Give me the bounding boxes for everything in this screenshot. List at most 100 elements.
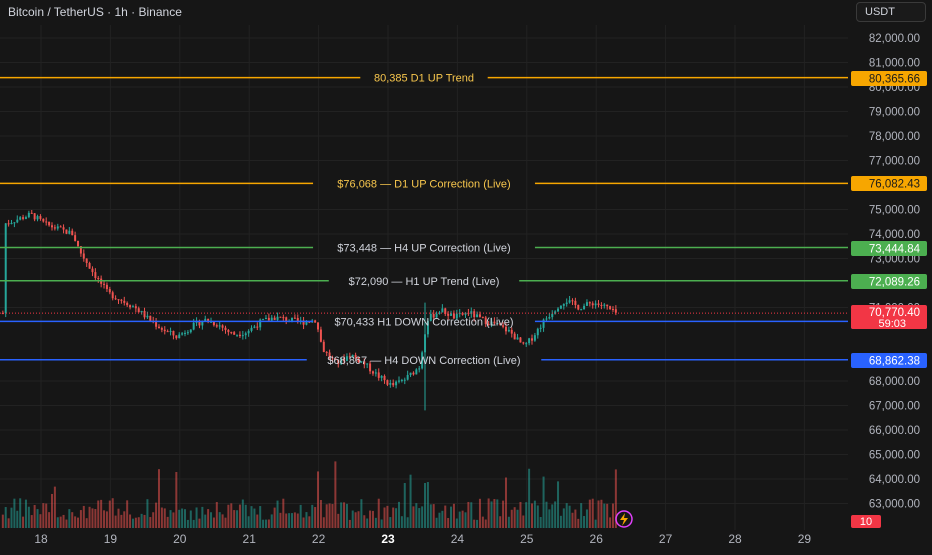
candle-body	[496, 323, 499, 325]
volume-bar	[403, 483, 406, 528]
volume-bar	[105, 511, 108, 528]
volume-bar	[163, 508, 166, 528]
current-price-badge	[851, 305, 927, 329]
volume-bar	[82, 505, 85, 528]
level-badge-text: 68,862.38	[869, 356, 920, 368]
volume-bar	[195, 507, 198, 528]
candle-body	[7, 223, 10, 225]
candle-body	[184, 332, 187, 334]
level-label: 80,385 D1 UP Trend	[374, 73, 474, 85]
candle-body	[276, 316, 279, 320]
price-tick: 66,000.00	[869, 425, 920, 437]
time-axis[interactable]: 18 19 20 21 22 23 24 25 26 27 28 29	[34, 532, 811, 546]
volume-bar	[305, 512, 308, 528]
volume-bar	[276, 500, 279, 528]
volume-bar	[487, 498, 490, 528]
candle-body	[129, 305, 132, 308]
candle-body	[212, 321, 215, 326]
candle-body	[395, 381, 398, 386]
candle-body	[331, 357, 334, 359]
volume-bar	[528, 468, 531, 528]
volume-bar	[337, 513, 340, 528]
volume-bar	[178, 509, 181, 528]
candle-body	[210, 321, 213, 323]
volume-bar	[279, 512, 282, 528]
volume-bar	[244, 504, 247, 528]
volume-bar	[536, 505, 539, 528]
currency-button[interactable]: USDT	[856, 2, 926, 22]
time-tick: 27	[659, 532, 673, 546]
candle-body	[314, 320, 317, 323]
volume-bar	[490, 501, 493, 528]
candle-body	[415, 369, 418, 375]
candle-body	[282, 317, 285, 319]
volume-bar	[400, 516, 403, 528]
volume-bar	[455, 518, 458, 528]
volume-bar	[114, 515, 117, 528]
volume-bar	[22, 516, 25, 528]
volume-bar	[357, 511, 360, 528]
volume-bar	[360, 499, 363, 528]
candle-body	[221, 325, 224, 328]
candle-body	[426, 320, 429, 335]
candle-body	[296, 318, 299, 322]
candle-body	[149, 315, 152, 322]
candle-body	[264, 317, 267, 320]
price-axis[interactable]: 82,000.0081,000.0080,000.0079,000.0078,0…	[869, 33, 920, 511]
volume-bar	[308, 516, 311, 528]
candle-body	[334, 358, 337, 360]
candle-body	[444, 308, 447, 314]
candle-body	[88, 263, 91, 269]
candle-body	[580, 309, 583, 311]
volume-bar	[406, 517, 409, 528]
volume-bar	[175, 472, 178, 528]
candle-body	[198, 321, 201, 326]
volume-bar	[484, 519, 487, 528]
candle-body	[409, 372, 412, 375]
volume-bar	[366, 518, 369, 528]
volume-bar	[389, 517, 392, 528]
candle-body	[374, 372, 377, 374]
candle-body	[74, 235, 77, 241]
volume-bar	[218, 512, 221, 528]
volume-bar	[594, 519, 597, 528]
volume-bar	[371, 510, 374, 528]
volume-bar	[33, 505, 36, 528]
volume-bar	[415, 503, 418, 528]
candle-body	[285, 317, 288, 322]
symbol-title[interactable]: Bitcoin / TetherUS · 1h · Binance	[8, 5, 182, 19]
volume-bar	[117, 508, 120, 528]
volume-bar	[94, 509, 97, 528]
volume-bar	[299, 504, 302, 528]
candle-body	[513, 333, 516, 340]
volume-bar	[380, 519, 383, 528]
candle-body	[273, 317, 276, 320]
candle-body	[48, 221, 51, 226]
candle-body	[606, 304, 609, 307]
volume-bar	[377, 498, 380, 528]
candle-body	[383, 375, 386, 381]
volume-bar	[444, 505, 447, 528]
candle-body	[247, 330, 250, 334]
volume-bar	[189, 510, 192, 528]
candle-body	[585, 302, 588, 306]
volume-bar	[392, 507, 395, 528]
volume-bar	[241, 499, 244, 528]
candle-body	[39, 216, 42, 219]
candle-body	[554, 311, 557, 314]
volume-bar	[160, 507, 163, 528]
candle-body	[53, 227, 56, 229]
volume-bar	[207, 509, 210, 528]
volume-bar	[1, 514, 4, 528]
candle-body	[62, 227, 65, 230]
candle-body	[577, 304, 580, 310]
volume-bar	[4, 507, 7, 528]
candle-body	[371, 371, 374, 374]
level-label: $73,448 — H4 UP Correction (Live)	[337, 243, 510, 255]
candle-body	[510, 329, 513, 334]
volume-bar	[39, 514, 42, 528]
candle-body	[487, 323, 490, 325]
volume-bar	[418, 508, 421, 528]
